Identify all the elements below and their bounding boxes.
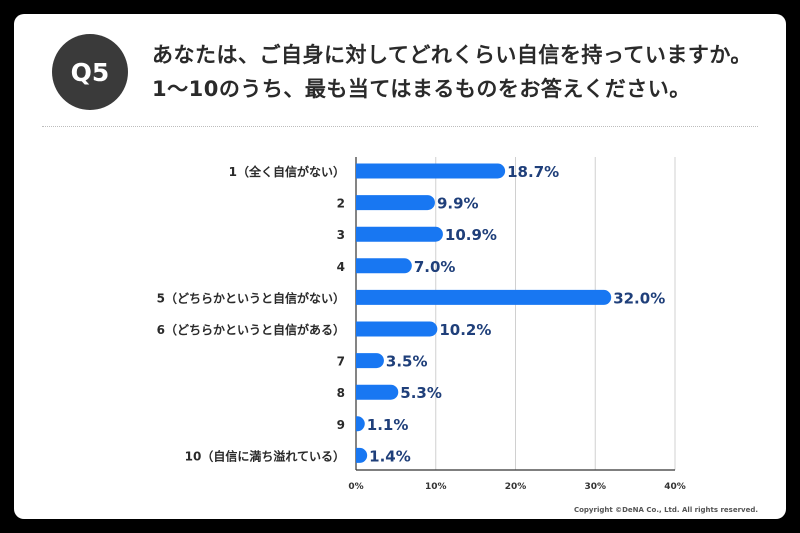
copyright: Copyright ©DeNA Co., Ltd. All rights res… xyxy=(573,506,758,514)
bar xyxy=(356,353,384,369)
x-tick-label: 20% xyxy=(505,482,527,492)
value-label: 3.5% xyxy=(386,353,428,371)
value-label: 10.2% xyxy=(439,321,491,339)
question-text: あなたは、ご自身に対してどれくらい自信を持っていますか。 1〜10のうち、最も当… xyxy=(152,38,782,106)
bar xyxy=(356,384,399,400)
question-line-2: 1〜10のうち、最も当てはまるものをお答えください。 xyxy=(152,77,691,101)
bar xyxy=(356,416,365,432)
value-label: 9.9% xyxy=(437,195,479,213)
value-label: 18.7% xyxy=(507,163,559,181)
bar xyxy=(356,163,506,179)
question-badge: Q5 xyxy=(52,34,128,110)
x-tick-label: 40% xyxy=(664,482,686,492)
category-label: 5（どちらかというと自信がない） xyxy=(157,290,345,305)
value-label: 32.0% xyxy=(613,289,665,307)
bar xyxy=(356,258,412,274)
x-tick-label: 10% xyxy=(425,482,447,492)
question-line-1: あなたは、ご自身に対してどれくらい自信を持っていますか。 xyxy=(152,43,752,67)
bar xyxy=(356,289,612,305)
bar xyxy=(356,447,368,463)
value-label: 1.4% xyxy=(369,447,411,465)
category-label: 2 xyxy=(337,197,345,211)
value-label: 7.0% xyxy=(414,258,456,276)
category-label: 4 xyxy=(337,260,345,274)
category-label: 8 xyxy=(337,386,345,400)
x-tick-label: 0% xyxy=(348,482,363,492)
category-label: 6（どちらかというと自信がある） xyxy=(157,322,345,337)
category-label: 7 xyxy=(337,355,345,369)
category-label: 1（全く自信がない） xyxy=(229,164,345,179)
value-label: 10.9% xyxy=(445,226,497,244)
category-label: 9 xyxy=(337,418,345,432)
bar xyxy=(356,195,435,211)
x-tick-label: 30% xyxy=(584,482,606,492)
bar xyxy=(356,321,438,337)
category-label: 10（自信に満ち溢れている） xyxy=(185,448,345,463)
value-label: 5.3% xyxy=(400,384,442,402)
value-label: 1.1% xyxy=(367,416,409,434)
bar xyxy=(356,226,443,242)
category-label: 3 xyxy=(337,228,345,242)
divider xyxy=(42,126,758,127)
